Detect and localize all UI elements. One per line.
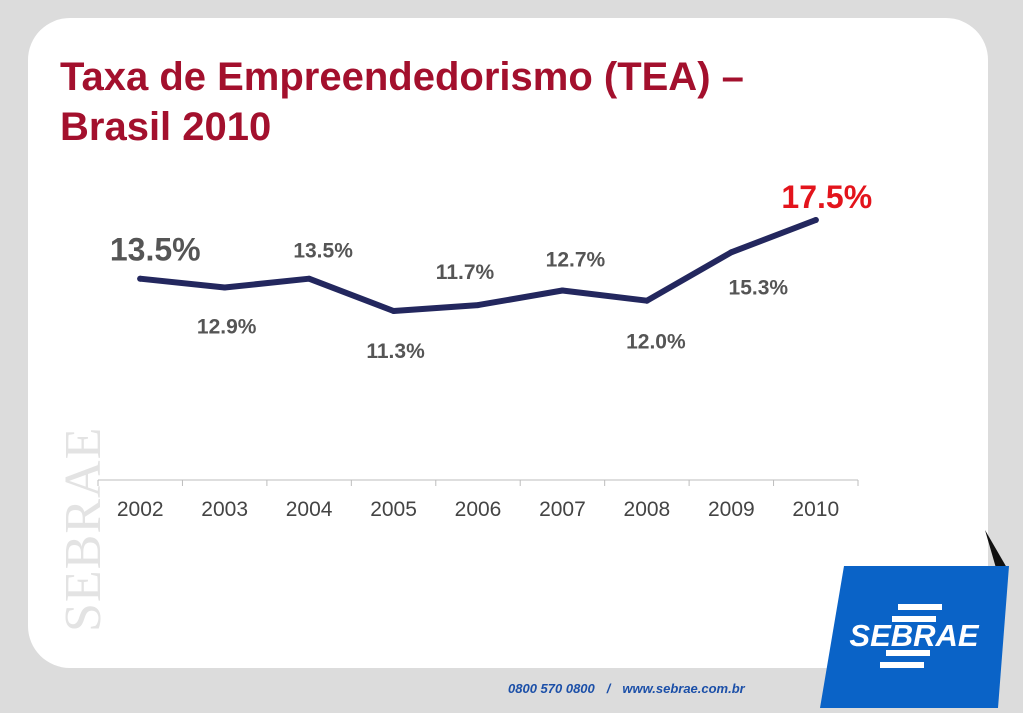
data-point: [221, 284, 228, 291]
data-label: 13.5%: [293, 240, 353, 263]
data-point: [137, 275, 144, 282]
x-tick-label: 2007: [539, 498, 586, 521]
logo-black-corner: [985, 530, 1007, 568]
chart-layer: 2002 2003 2004 2005 2006 2007 2008 2009 2010 13.5…: [97, 179, 872, 521]
logo-background: [820, 566, 1009, 708]
chart-title-line2: Brasil 2010: [60, 105, 272, 149]
x-tick-label: 2008: [624, 498, 671, 521]
data-point: [559, 287, 566, 294]
data-label: 13.5%: [110, 232, 201, 268]
x-tick-label: 2004: [286, 498, 333, 521]
data-label: 15.3%: [729, 276, 789, 299]
sebrae-logo: SEBRAE: [810, 520, 1023, 708]
logo-stripes-icon: [880, 604, 942, 668]
x-tick-label: 2003: [201, 498, 248, 521]
data-point: [728, 249, 735, 256]
slide-card: [28, 18, 988, 668]
x-tick-label: 2005: [370, 498, 417, 521]
x-tick-label: 2006: [455, 498, 502, 521]
sebrae-logo-icon: SEBRAE: [820, 530, 1009, 708]
data-label: 11.3%: [366, 340, 425, 363]
data-point: [475, 302, 481, 309]
footer-phone: 0800 570 0800: [508, 681, 595, 696]
x-tick-label: 2010: [792, 498, 839, 521]
data-label: 17.5%: [781, 179, 872, 215]
data-point: [643, 297, 650, 304]
data-label: 12.9%: [197, 316, 257, 339]
x-tick-label: 2002: [117, 498, 164, 521]
footer-url[interactable]: www.sebrae.com.br: [622, 681, 745, 696]
data-point: [812, 217, 819, 223]
footer-contact: 0800 570 0800 / www.sebrae.com.br: [508, 681, 828, 699]
x-tick-label: 2009: [708, 498, 755, 521]
data-point: [306, 275, 313, 282]
logo-text: SEBRAE: [849, 618, 980, 653]
data-label: 11.7%: [436, 261, 495, 284]
chart-title-line1: Taxa de Empreendedorismo (TEA) –: [60, 55, 744, 99]
data-label: 12.0%: [626, 331, 686, 354]
chart-title: Taxa de Empreendedorismo (TEA) – Brasil …: [60, 52, 940, 152]
data-label: 12.7%: [546, 248, 606, 271]
footer-separator: /: [606, 681, 611, 696]
data-point: [390, 308, 397, 314]
